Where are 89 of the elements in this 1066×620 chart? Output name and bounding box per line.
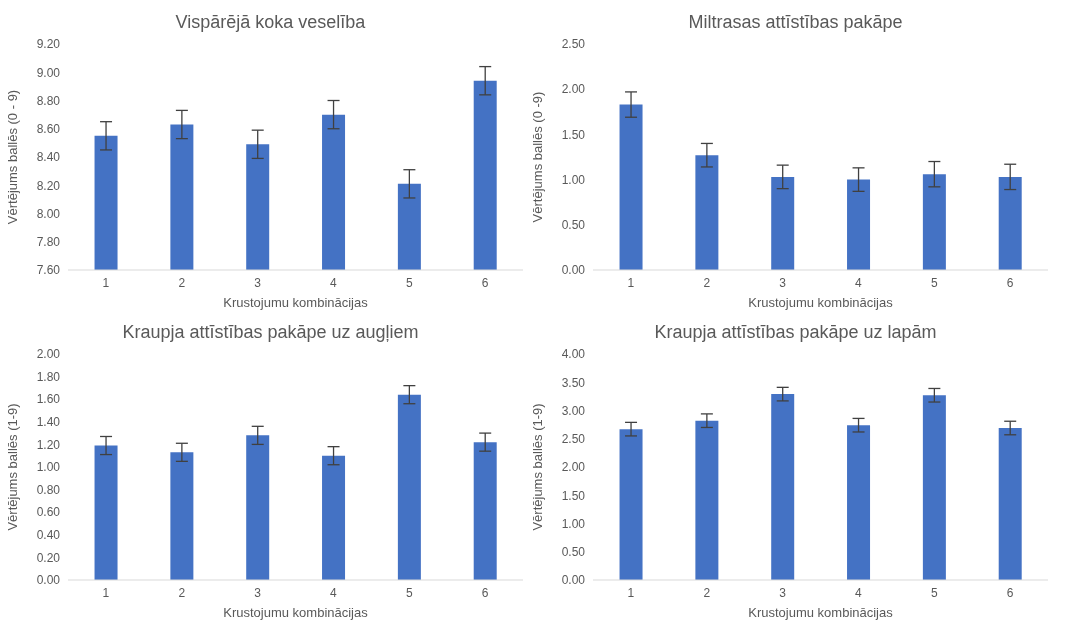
chart-title: Miltrasas attīstības pakāpe — [687, 11, 904, 34]
x-tick-label: 4 — [855, 585, 863, 600]
bar — [246, 435, 270, 580]
y-tick-label: 1.50 — [561, 127, 586, 142]
bar — [322, 455, 346, 580]
x-tick-label: 5 — [405, 585, 413, 600]
y-axis-title: Vērtējums ballēs (1-9) — [529, 403, 545, 531]
bar — [922, 174, 946, 270]
bar — [771, 176, 795, 270]
chart-title: Vispārējā koka veselība — [174, 11, 367, 34]
x-tick-label: 1 — [627, 585, 635, 600]
y-tick-label: 2.00 — [561, 460, 586, 475]
y-tick-label: 0.50 — [561, 545, 586, 560]
y-tick-label: 8.20 — [36, 178, 61, 193]
y-tick-label: 0.60 — [36, 505, 61, 520]
y-tick-label: 0.80 — [36, 482, 61, 497]
y-tick-label: 2.00 — [561, 82, 586, 97]
x-tick-label: 5 — [930, 585, 938, 600]
y-tick-label: 1.60 — [36, 392, 61, 407]
bar — [771, 394, 795, 580]
chart-title: Kraupja attīstības pakāpe uz augļiem — [121, 321, 420, 344]
y-tick-label: 2.50 — [561, 37, 586, 52]
x-tick-label: 2 — [703, 585, 711, 600]
x-axis-title: Krustojumu kombinācijas — [223, 605, 369, 620]
x-tick-label: 1 — [627, 275, 635, 290]
bar — [619, 429, 643, 580]
bar — [94, 445, 118, 580]
x-tick-label: 4 — [855, 275, 863, 290]
y-tick-label: 9.20 — [36, 37, 61, 52]
y-tick-label: 1.00 — [36, 460, 61, 475]
x-tick-label: 2 — [178, 275, 186, 290]
y-tick-label: 1.00 — [561, 516, 586, 531]
y-tick-label: 0.40 — [36, 528, 61, 543]
x-tick-label: 6 — [1006, 275, 1014, 290]
y-tick-label: 4.00 — [561, 347, 586, 362]
y-tick-label: 0.00 — [561, 263, 586, 278]
y-axis-title: Vērtējums ballēs (0 -9) — [529, 91, 545, 223]
x-tick-label: 5 — [930, 275, 938, 290]
y-tick-label: 1.00 — [561, 172, 586, 187]
bar — [998, 428, 1022, 580]
y-tick-label: 1.40 — [36, 415, 61, 430]
x-tick-label: 3 — [779, 585, 787, 600]
y-tick-label: 0.20 — [36, 550, 61, 565]
y-tick-label: 1.20 — [36, 437, 61, 452]
bar — [847, 425, 871, 580]
x-tick-label: 2 — [703, 275, 711, 290]
bar — [695, 420, 719, 580]
y-axis-title: Vērtējums ballēs (1-9) — [4, 403, 20, 531]
y-tick-label: 0.50 — [561, 218, 586, 233]
chart-title: Kraupja attīstības pakāpe uz lapām — [653, 321, 938, 344]
y-tick-label: 7.60 — [36, 263, 61, 278]
x-tick-label: 1 — [102, 585, 110, 600]
x-tick-label: 4 — [330, 275, 338, 290]
x-tick-label: 3 — [779, 275, 787, 290]
x-tick-label: 6 — [1006, 585, 1014, 600]
x-tick-label: 4 — [330, 585, 338, 600]
y-axis-title: Vērtējums ballēs (0 - 9) — [4, 89, 20, 225]
y-tick-label: 2.50 — [561, 432, 586, 447]
y-tick-label: 0.00 — [561, 573, 586, 588]
x-tick-label: 1 — [102, 275, 110, 290]
bar — [473, 442, 497, 580]
bar — [998, 176, 1022, 270]
x-tick-label: 3 — [254, 585, 262, 600]
bar — [922, 395, 946, 580]
x-tick-label: 6 — [481, 585, 489, 600]
y-tick-label: 9.00 — [36, 65, 61, 80]
x-axis-title: Krustojumu kombinācijas — [748, 605, 894, 620]
x-tick-label: 2 — [178, 585, 186, 600]
y-tick-label: 3.00 — [561, 403, 586, 418]
bar — [397, 394, 421, 580]
bar — [619, 104, 643, 270]
y-tick-label: 1.80 — [36, 369, 61, 384]
y-tick-label: 1.50 — [561, 488, 586, 503]
bar — [847, 179, 871, 270]
x-tick-label: 6 — [481, 275, 489, 290]
y-tick-label: 7.80 — [36, 235, 61, 250]
y-tick-label: 8.40 — [36, 150, 61, 165]
y-tick-label: 3.50 — [561, 375, 586, 390]
x-axis-title: Krustojumu kombinācijas — [223, 295, 369, 311]
y-tick-label: 8.00 — [36, 206, 61, 221]
y-tick-label: 8.80 — [36, 93, 61, 108]
x-tick-label: 3 — [254, 275, 262, 290]
y-tick-label: 8.60 — [36, 122, 61, 137]
bar — [695, 155, 719, 270]
y-tick-label: 0.00 — [36, 573, 61, 588]
x-tick-label: 5 — [405, 275, 413, 290]
bar — [170, 452, 194, 580]
y-tick-label: 2.00 — [36, 347, 61, 362]
x-axis-title: Krustojumu kombinācijas — [748, 295, 894, 311]
